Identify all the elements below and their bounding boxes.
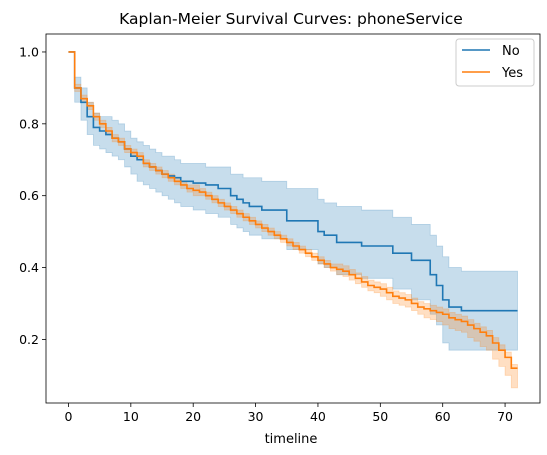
plot-frame bbox=[45, 33, 541, 404]
legend-label-no: No bbox=[502, 44, 520, 59]
x-tick-label: 10 bbox=[123, 409, 139, 424]
y-tick-label: 0.8 bbox=[19, 116, 39, 131]
x-tick-label: 40 bbox=[310, 409, 326, 424]
chart-title: Kaplan-Meier Survival Curves: phoneServi… bbox=[119, 10, 463, 28]
ci-band-no bbox=[68, 51, 518, 351]
x-tick-label: 50 bbox=[372, 409, 388, 424]
x-tick-label: 60 bbox=[435, 409, 451, 424]
x-tick-label: 20 bbox=[185, 409, 201, 424]
y-tick-label: 0.6 bbox=[19, 188, 39, 203]
survival-curves bbox=[68, 51, 518, 369]
y-tick-label: 0.4 bbox=[19, 260, 39, 275]
y-tick-label: 0.2 bbox=[19, 332, 39, 347]
legend: No Yes bbox=[455, 38, 535, 87]
x-axis-label: timeline bbox=[265, 432, 318, 447]
ci-band-yes bbox=[68, 51, 518, 389]
x-tick-label: 0 bbox=[64, 409, 72, 424]
confidence-bands bbox=[68, 51, 518, 389]
x-axis-ticks: 0 10 20 30 40 50 60 70 bbox=[64, 403, 513, 424]
x-tick-label: 70 bbox=[497, 409, 513, 424]
y-tick-label: 1.0 bbox=[19, 44, 39, 59]
survival-line-yes bbox=[68, 51, 518, 369]
legend-label-yes: Yes bbox=[501, 66, 523, 81]
survival-line-no bbox=[68, 51, 518, 312]
x-tick-label: 30 bbox=[248, 409, 264, 424]
y-axis-ticks: 0.2 0.4 0.6 0.8 1.0 bbox=[19, 44, 46, 347]
